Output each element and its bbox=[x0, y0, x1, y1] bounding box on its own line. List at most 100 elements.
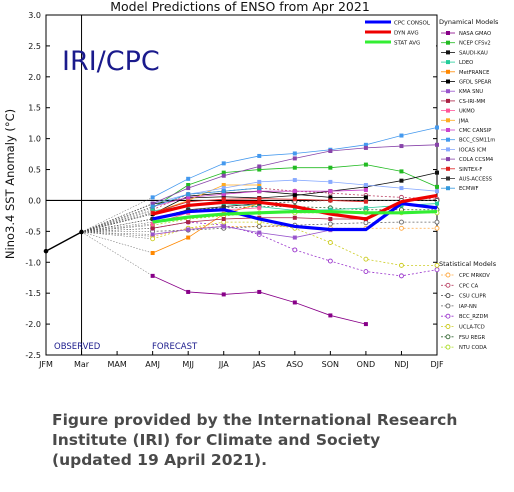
legend-marker bbox=[445, 344, 451, 350]
chart-title: Model Predictions of ENSO from Apr 2021 bbox=[110, 0, 370, 14]
data-point bbox=[399, 219, 404, 225]
data-point bbox=[363, 322, 368, 327]
data-point bbox=[150, 201, 155, 206]
data-point bbox=[328, 313, 333, 318]
data-point bbox=[221, 186, 226, 191]
x-tick-label: JJA bbox=[218, 360, 230, 369]
data-point bbox=[257, 196, 262, 201]
legend-marker bbox=[445, 272, 451, 278]
data-point bbox=[328, 179, 333, 184]
data-point bbox=[186, 235, 191, 240]
legend-entry: NTU CODA bbox=[459, 345, 487, 351]
data-point bbox=[399, 186, 404, 191]
data-point bbox=[292, 156, 297, 161]
legend-entry: AUS-ACCESS bbox=[459, 177, 492, 183]
legend-entry: KMA SNU bbox=[459, 89, 483, 95]
plot-area bbox=[43, 14, 440, 356]
data-point bbox=[399, 262, 404, 268]
legend-entry: NCEP CFSv2 bbox=[459, 41, 491, 47]
data-point bbox=[363, 187, 368, 192]
data-point bbox=[292, 247, 298, 253]
data-point bbox=[257, 186, 262, 191]
data-point bbox=[257, 164, 262, 169]
data-point bbox=[186, 289, 191, 294]
legend-marker bbox=[445, 293, 451, 299]
legend-entry: UCLA-TCD bbox=[459, 325, 485, 331]
data-point bbox=[363, 256, 369, 262]
data-point bbox=[328, 198, 333, 203]
series-line-iap-nn bbox=[152, 221, 437, 232]
x-tick-label: DJF bbox=[430, 360, 444, 369]
model-connector bbox=[81, 231, 153, 254]
legend-marker bbox=[446, 128, 450, 132]
legend-dynamical-models: Dynamical Models NASA GMAO NCEP CFSv2 SAUDI… bbox=[439, 18, 499, 192]
consensus-connector bbox=[81, 213, 153, 233]
y-axis-label: Nino3.4 SST Anomaly (°C) bbox=[3, 109, 17, 259]
legend-marker bbox=[446, 147, 450, 152]
series-line-cpc-mrkov bbox=[152, 226, 437, 237]
logo-text: IRI/CPC bbox=[62, 46, 160, 77]
y-tick-label: -1.0 bbox=[25, 258, 41, 267]
data-point bbox=[399, 133, 404, 138]
data-point bbox=[363, 269, 369, 274]
data-point bbox=[399, 169, 404, 174]
series-line-dyn-avg bbox=[152, 193, 438, 221]
data-point bbox=[434, 262, 440, 268]
data-point bbox=[221, 292, 226, 297]
data-point bbox=[257, 167, 262, 172]
data-point bbox=[150, 251, 155, 255]
caption-line-2: Institute (IRI) for Climate and Society bbox=[52, 431, 381, 449]
y-tick-label: 1.0 bbox=[28, 135, 41, 144]
caption-line-3: (updated 19 April 2021). bbox=[52, 451, 268, 469]
legend-entry: CMC CANSIP bbox=[459, 128, 491, 134]
data-point bbox=[150, 195, 155, 200]
legend-entry: IAP-NN bbox=[459, 304, 477, 310]
data-point bbox=[292, 178, 297, 183]
legend-entry: GFDL SPEAR bbox=[459, 80, 492, 86]
data-point bbox=[435, 125, 439, 130]
data-point bbox=[221, 204, 226, 209]
data-point bbox=[186, 227, 191, 232]
data-point bbox=[363, 183, 368, 187]
legend-entry: CSU CLIPR bbox=[459, 294, 487, 300]
legend-entry: JMA bbox=[458, 118, 469, 124]
x-tick-label: NDJ bbox=[394, 360, 409, 369]
series-line-bcc-rzdm bbox=[152, 221, 438, 277]
data-point bbox=[328, 149, 333, 153]
model-connector bbox=[81, 209, 153, 233]
data-point bbox=[221, 217, 226, 221]
legend-marker bbox=[446, 108, 450, 113]
data-point bbox=[221, 194, 226, 199]
caption-line-1: Figure provided by the International Res… bbox=[52, 411, 458, 429]
legend-entry: BCC_RZDM bbox=[459, 314, 488, 320]
data-point bbox=[363, 199, 368, 204]
legend-consensus: CPC CONSOL DYN AVG STAT AVG bbox=[362, 16, 436, 48]
data-point bbox=[363, 205, 368, 210]
legend-marker bbox=[446, 69, 450, 74]
legend-marker bbox=[446, 186, 450, 191]
legend-marker bbox=[446, 118, 450, 123]
data-point bbox=[257, 189, 262, 194]
legend-entry: FSU REGR bbox=[459, 335, 486, 341]
x-tick-label: MJJ bbox=[182, 360, 194, 369]
series-line-ecmwf bbox=[152, 187, 260, 208]
data-point bbox=[327, 258, 333, 264]
legend-entry: CPC CONSOL bbox=[394, 21, 431, 27]
data-point bbox=[221, 192, 226, 197]
data-point bbox=[150, 232, 155, 237]
data-point bbox=[435, 142, 439, 147]
figure-caption: Figure provided by the International Res… bbox=[52, 410, 492, 470]
legend-entry: UKMO bbox=[459, 109, 475, 115]
y-tick-label: -0.5 bbox=[25, 227, 41, 236]
forecast-label: FORECAST bbox=[152, 342, 198, 352]
data-point bbox=[434, 225, 440, 231]
legend-entry: MetFRANCE bbox=[459, 70, 489, 76]
model-connector bbox=[81, 203, 153, 233]
data-point bbox=[292, 235, 297, 240]
x-tick-label: JFM bbox=[38, 360, 53, 369]
legend-entry: DYN AVG bbox=[394, 31, 419, 37]
data-point bbox=[292, 151, 297, 156]
data-point bbox=[363, 145, 368, 150]
x-tick-label: ASO bbox=[286, 360, 303, 369]
legend-entry: CPC MRKOV bbox=[459, 273, 490, 279]
